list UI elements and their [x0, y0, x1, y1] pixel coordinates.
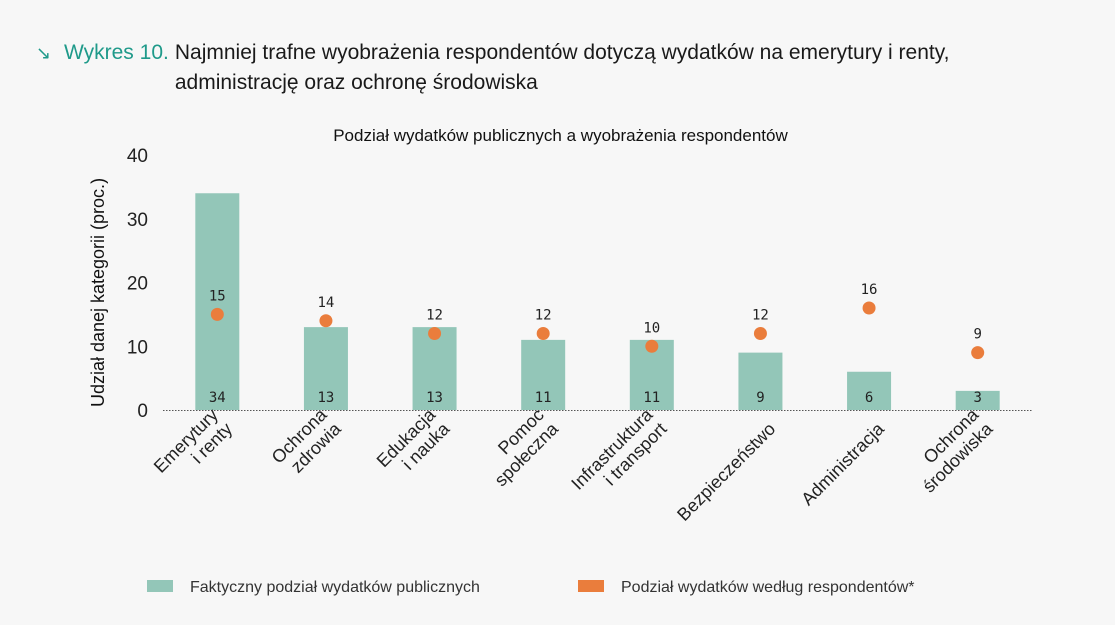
bar-actual [847, 371, 892, 410]
bar-value-label: 6 [865, 390, 873, 406]
dot-value-label: 10 [643, 320, 660, 336]
dot-respondents [319, 314, 333, 328]
chart-header: ↘ Wykres 10. Najmniej trafne wyobrażenia… [36, 38, 1096, 98]
bar-actual [955, 390, 1000, 410]
x-category-text: Pomocspołeczna [476, 404, 562, 490]
bar-actual [521, 339, 566, 410]
x-category-label: Administracja [797, 418, 888, 509]
figure-label: Wykres 10. [64, 41, 169, 64]
dot-respondents [536, 327, 550, 340]
legend-label-respondents: Podział wydatków według respondentów* [621, 579, 915, 596]
dot-respondents [971, 346, 985, 360]
dot-respondents [210, 307, 224, 321]
bar-value-label: 9 [756, 390, 764, 406]
bar-value-label: 13 [426, 390, 443, 406]
y-tick-label: 10 [127, 337, 148, 358]
x-category-label: Infrastrukturai transport [567, 404, 671, 508]
x-category-line: Administracja [797, 418, 888, 509]
bar-actual [303, 327, 348, 410]
x-category-text: Emeryturyi renty [150, 405, 236, 491]
x-category-label: Edukacjai nauka [373, 404, 454, 485]
bar-actual [195, 193, 240, 410]
chart-subtitle: Podział wydatków publicznych a wyobrażen… [333, 126, 788, 145]
dot-value-label: 12 [426, 308, 443, 324]
y-axis-label: Udział danej kategorii (proc.) [88, 178, 108, 407]
legend-label-actual: Faktyczny podział wydatków publicznych [190, 579, 480, 596]
x-category-label: Pomocspołeczna [476, 404, 563, 491]
x-category-text: Bezpieczeństwo [673, 419, 779, 525]
dot-value-label: 14 [318, 295, 335, 311]
y-tick-label: 30 [127, 210, 148, 231]
bar-value-label: 13 [318, 390, 335, 406]
bar-value-label: 3 [973, 390, 981, 406]
x-category-label: Ochronazdrowia [268, 404, 346, 482]
dot-respondents [645, 339, 659, 353]
x-category-label: Bezpieczeństwo [673, 419, 779, 525]
x-category-label: Ochronaśrodowiska [905, 404, 998, 497]
bar-value-label: 11 [643, 390, 660, 406]
figure-title: Najmniej trafne wyobrażenia respondentów… [174, 41, 950, 94]
x-category-text: Infrastrukturai transport [567, 404, 671, 508]
bar-actual [412, 327, 457, 410]
dot-respondents [862, 301, 876, 315]
y-tick-label: 0 [137, 401, 148, 422]
x-category-line: Bezpieczeństwo [673, 419, 779, 525]
dot-value-label: 16 [861, 282, 878, 298]
x-category-text: Edukacjai nauka [373, 404, 454, 485]
legend-swatch-respondents [578, 580, 604, 592]
x-category-text: Ochronazdrowia [268, 404, 346, 482]
bar-actual [738, 352, 783, 410]
dot-value-label: 12 [752, 308, 769, 324]
x-category-text: Administracja [797, 418, 888, 509]
dot-respondents [428, 327, 442, 340]
legend-swatch-actual [147, 580, 173, 592]
dot-value-label: 15 [209, 288, 226, 304]
x-category-label: Emeryturyi renty [150, 405, 236, 491]
dot-value-label: 9 [973, 327, 981, 343]
dot-respondents [753, 327, 767, 340]
bar-value-label: 11 [535, 390, 552, 406]
x-category-text: Ochronaśrodowiska [905, 404, 998, 497]
y-tick-label: 20 [127, 274, 148, 295]
arrow-down-right-icon: ↘ [36, 43, 52, 63]
dot-value-label: 12 [535, 308, 552, 324]
y-tick-label: 40 [127, 146, 148, 167]
bar-value-label: 34 [209, 390, 226, 406]
